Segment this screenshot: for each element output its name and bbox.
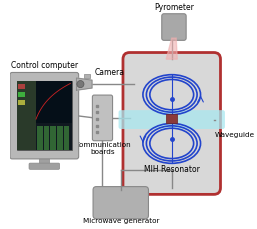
Bar <box>166 114 177 123</box>
Bar <box>18 100 25 105</box>
Text: Communication
boards: Communication boards <box>74 142 131 155</box>
FancyBboxPatch shape <box>93 187 149 219</box>
Text: Camera: Camera <box>94 68 124 77</box>
Bar <box>17 81 72 150</box>
Bar <box>64 126 69 150</box>
Bar <box>84 74 90 78</box>
Text: MIH Resonator: MIH Resonator <box>144 165 200 174</box>
Bar <box>50 126 56 150</box>
Bar <box>36 81 72 123</box>
FancyBboxPatch shape <box>29 163 60 169</box>
Circle shape <box>77 81 84 88</box>
FancyBboxPatch shape <box>10 72 79 159</box>
Bar <box>44 126 49 150</box>
FancyBboxPatch shape <box>118 110 225 129</box>
FancyBboxPatch shape <box>162 14 186 40</box>
Text: Pyrometer: Pyrometer <box>154 3 194 11</box>
Polygon shape <box>166 38 177 59</box>
Bar <box>18 92 25 97</box>
Text: Control computer: Control computer <box>11 61 78 70</box>
Bar <box>39 155 49 166</box>
Polygon shape <box>76 78 92 90</box>
Bar <box>18 84 25 89</box>
FancyBboxPatch shape <box>93 95 113 141</box>
Bar <box>57 126 63 150</box>
FancyBboxPatch shape <box>123 52 221 194</box>
Text: Microwave generator: Microwave generator <box>82 218 159 224</box>
Bar <box>17 81 36 150</box>
Text: Waveguide: Waveguide <box>215 131 255 138</box>
Bar <box>37 126 43 150</box>
